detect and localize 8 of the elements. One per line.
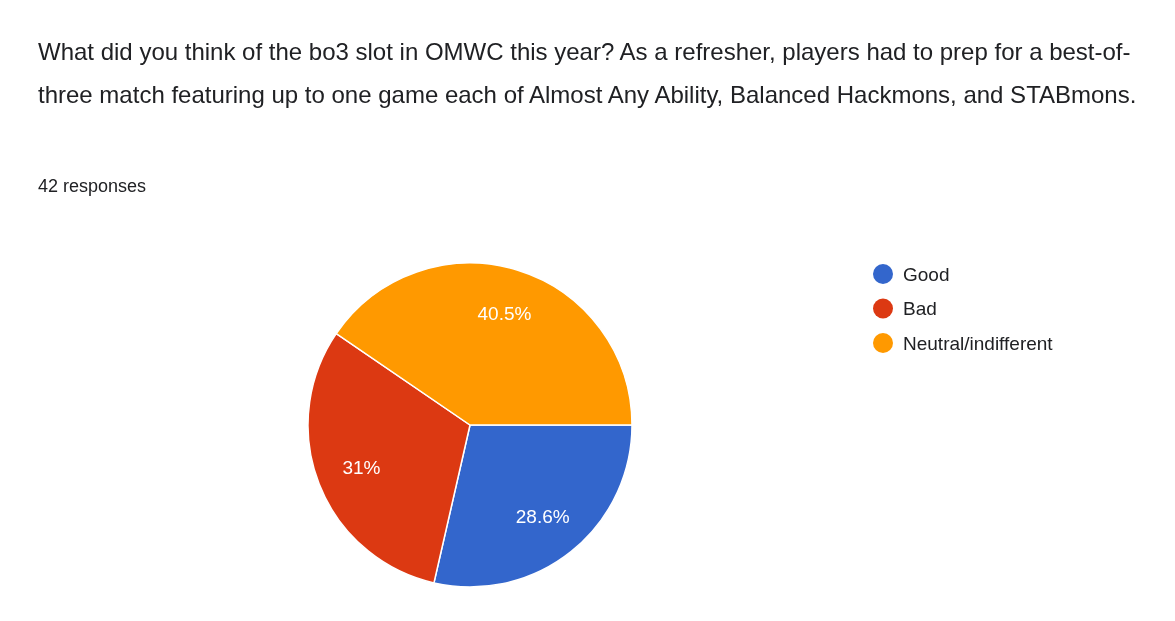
data-label: 40.5% (477, 303, 532, 325)
text: 42 responses (38, 176, 147, 197)
legend-label: Bad (903, 298, 937, 320)
legend-label: Neutral/indifferent (903, 332, 1054, 354)
data-label: 28.6% (515, 505, 570, 527)
data-label: 31% (342, 457, 381, 479)
chart-title: What did you think of the bo3 slot in OMWC this year? As a refresher, players had to prep for a best-of-three match featuring up to one game each of Almost Any Ability, Balanced Hackmons, and STABmons. (38, 37, 1138, 110)
legend-label: Good (903, 263, 950, 285)
